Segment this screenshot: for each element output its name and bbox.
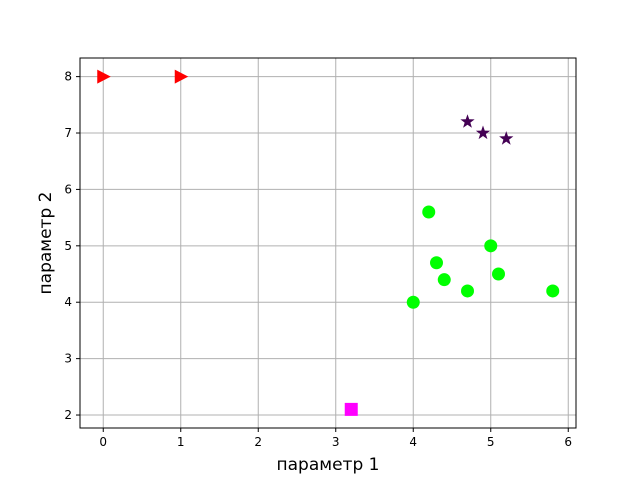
x-tick-label: 2 xyxy=(254,435,262,449)
y-tick-label: 8 xyxy=(64,70,72,84)
square-marker xyxy=(344,402,358,416)
circle-marker xyxy=(546,284,560,298)
star-marker xyxy=(499,131,514,145)
triangle-marker xyxy=(97,69,111,84)
circle-marker xyxy=(484,239,498,253)
star-marker xyxy=(475,125,491,140)
y-axis-label: параметр 2 xyxy=(36,192,56,295)
y-tick-label: 2 xyxy=(64,408,72,422)
y-tick-label: 5 xyxy=(64,239,72,253)
x-tick-label: 6 xyxy=(564,435,572,449)
x-tick-label: 4 xyxy=(409,435,417,449)
circle-marker xyxy=(492,267,505,281)
x-tick-label: 1 xyxy=(177,435,185,449)
axis-ticks: 0 1 2 3 4 5 6 2 3 4 5 6 7 8 xyxy=(64,70,572,449)
circle-marker xyxy=(430,256,443,270)
x-tick-label: 0 xyxy=(99,435,107,449)
x-tick-label: 5 xyxy=(487,435,495,449)
data-markers xyxy=(97,69,560,416)
y-tick-label: 3 xyxy=(64,352,72,366)
circle-marker xyxy=(437,273,451,287)
y-tick-label: 7 xyxy=(64,126,72,140)
x-tick-label: 3 xyxy=(332,435,340,449)
x-axis-label: параметр 1 xyxy=(277,455,380,475)
star-marker xyxy=(460,114,475,128)
plot-area-background xyxy=(80,58,576,428)
circle-marker xyxy=(406,295,420,309)
y-tick-label: 4 xyxy=(64,295,72,309)
circle-marker xyxy=(422,205,436,219)
circle-marker xyxy=(461,284,474,298)
plot-frame xyxy=(79,57,577,429)
triangle-marker xyxy=(174,69,189,84)
y-tick-label: 6 xyxy=(64,182,72,196)
